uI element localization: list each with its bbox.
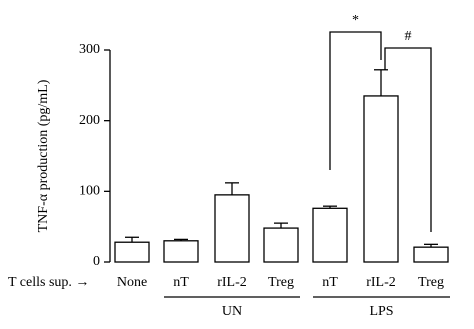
bar <box>413 246 449 263</box>
x-tick-label: Treg <box>418 275 444 290</box>
bar <box>163 240 199 263</box>
x-tick-label: rIL-2 <box>217 275 247 290</box>
group-label: LPS <box>369 304 393 319</box>
x-tick-label: nT <box>322 275 338 290</box>
bar <box>214 194 250 263</box>
bar <box>363 95 399 263</box>
y-tick-label: 0 <box>93 254 100 269</box>
significance-bracket <box>329 31 382 170</box>
x-tick-label: None <box>117 275 147 290</box>
x-axis-label: T cells sup. → <box>8 275 89 290</box>
annotation: # <box>405 29 412 44</box>
group-label: UN <box>222 304 242 319</box>
annotation: * <box>352 13 359 28</box>
x-tick-label: Treg <box>268 275 294 290</box>
bar <box>263 227 299 263</box>
x-tick-label: nT <box>173 275 189 290</box>
bar <box>312 207 348 263</box>
y-tick-label: 100 <box>79 184 100 199</box>
y-axis-label: TNF-α production (pg/mL) <box>36 79 51 232</box>
y-tick-label: 200 <box>79 113 100 128</box>
x-tick-label: rIL-2 <box>366 275 396 290</box>
bar <box>114 241 150 263</box>
significance-bracket <box>384 47 432 232</box>
y-tick-label: 300 <box>79 42 100 57</box>
